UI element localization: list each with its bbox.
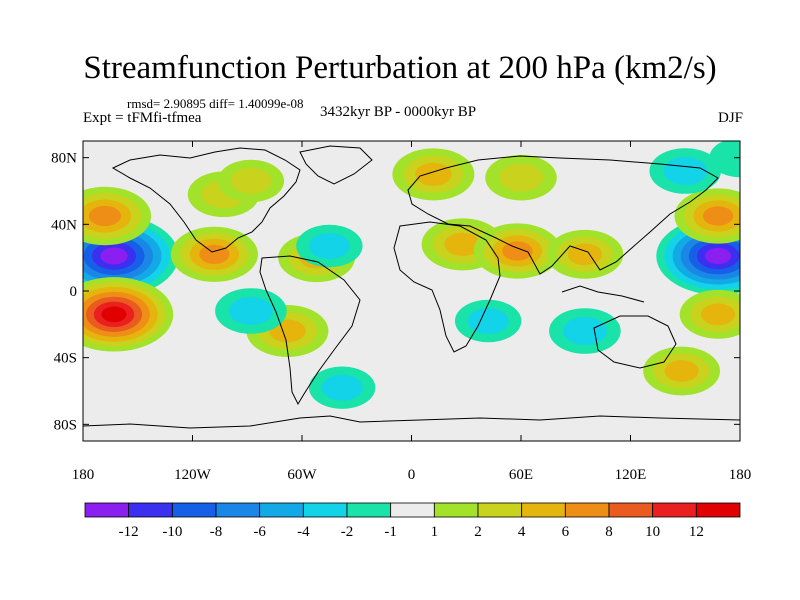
period-label: 3432kyr BP - 0000kyr BP xyxy=(320,104,477,120)
lon-label: 120W xyxy=(174,467,212,483)
colorbar-swatch xyxy=(477,502,523,518)
coastlines xyxy=(83,145,740,429)
colorbar-swatch xyxy=(84,502,130,518)
anomaly-center xyxy=(83,277,174,352)
contour-band xyxy=(502,241,533,261)
anomaly-center xyxy=(473,223,561,279)
contour-band xyxy=(101,306,127,323)
experiment-label: Expt = tFMfi-tfmea xyxy=(83,110,202,126)
lon-label: 60E xyxy=(509,467,533,483)
colorbar-label: 10 xyxy=(645,524,660,540)
coastline-north-america xyxy=(111,147,301,253)
coastline-antarctica xyxy=(83,415,740,429)
colorbar: -12 -10 -8 -6 -4 -2 -1 1 2 4 6 8 10 12 xyxy=(84,502,741,540)
map-title: Streamfunction Perturbation at 200 hPa (… xyxy=(83,50,717,86)
lon-label: 60W xyxy=(287,467,317,483)
anomaly-center xyxy=(454,299,522,343)
colorbar-swatch xyxy=(695,502,741,518)
anomaly-center xyxy=(83,186,152,246)
anomaly-center xyxy=(308,366,376,409)
colorbar-swatch xyxy=(608,502,654,518)
anomaly-center xyxy=(709,141,740,178)
colorbar-swatch xyxy=(128,502,173,518)
anomaly-center xyxy=(217,159,285,203)
anomaly-center xyxy=(649,148,722,194)
contour-band xyxy=(701,303,736,326)
anomaly-center xyxy=(674,188,740,244)
colorbar-label: -8 xyxy=(210,524,223,540)
lon-label: 180 xyxy=(729,467,752,483)
anomaly-center xyxy=(643,346,720,396)
contour-band xyxy=(228,296,273,326)
coastline-eurasia xyxy=(407,155,719,275)
colorbar-swatch xyxy=(259,502,304,518)
colorbar-swatch xyxy=(346,502,392,518)
contour-band xyxy=(415,162,452,186)
lon-label: 120E xyxy=(615,467,647,483)
coastline-africa xyxy=(393,221,501,353)
stats-text: rmsd= 2.90895 diff= 1.40099e-08 xyxy=(127,96,304,111)
colorbar-label: 1 xyxy=(431,524,439,540)
contour-band xyxy=(498,163,544,192)
colorbar-label: 8 xyxy=(605,524,613,540)
lat-label: 40N xyxy=(51,217,77,233)
coastline-australia xyxy=(593,315,677,369)
coastline-south-america xyxy=(259,255,361,406)
anomaly-center xyxy=(679,289,740,339)
contour-band xyxy=(562,316,607,346)
colorbar-swatch xyxy=(652,502,697,518)
colorbar-swatch xyxy=(215,502,261,518)
contour-band xyxy=(230,167,272,195)
lat-label: 80N xyxy=(51,151,77,167)
colorbar-swatch xyxy=(564,502,610,518)
contour-band xyxy=(664,360,699,382)
colorbar-label: 4 xyxy=(518,524,526,540)
colorbar-swatch xyxy=(433,502,479,518)
contour-band xyxy=(100,247,128,265)
colorbar-label: -1 xyxy=(384,524,397,540)
anomaly-center xyxy=(215,288,287,334)
colorbar-swatch xyxy=(390,502,435,518)
coastline-greenland xyxy=(299,145,373,185)
anomaly-field xyxy=(83,141,740,409)
anomaly-center xyxy=(485,154,557,201)
colorbar-label: -4 xyxy=(297,524,310,540)
lat-label: 40S xyxy=(54,351,77,367)
coastline-indonesia xyxy=(561,285,645,303)
anomaly-center xyxy=(549,308,621,354)
contour-band xyxy=(88,205,121,227)
anomaly-center xyxy=(546,229,624,279)
colorbar-label: 6 xyxy=(562,524,570,540)
colorbar-swatch xyxy=(302,502,348,518)
colorbar-label: 12 xyxy=(689,524,704,540)
colorbar-label: -10 xyxy=(162,524,182,540)
contour-band xyxy=(467,307,509,335)
colorbar-label: -6 xyxy=(253,524,266,540)
contour-band xyxy=(199,244,230,264)
axes: 80N 40N 0 40S 80S 180 120W 60W 0 60E 120E 180 xyxy=(51,141,751,483)
contour-band xyxy=(709,141,740,178)
season-label: DJF xyxy=(717,110,743,126)
anomaly-center xyxy=(392,148,475,201)
lat-label: 0 xyxy=(70,284,78,300)
colorbar-label: -2 xyxy=(341,524,354,540)
contour-band xyxy=(308,232,350,260)
contour-band xyxy=(321,374,363,401)
contour-band xyxy=(705,247,732,265)
anomaly-center xyxy=(296,224,363,268)
lon-label: 0 xyxy=(408,467,416,483)
lat-label: 80S xyxy=(54,417,77,433)
contour-band xyxy=(444,232,481,256)
colorbar-label: -12 xyxy=(119,524,139,540)
colorbar-swatch xyxy=(521,502,566,518)
colorbar-swatch xyxy=(171,502,217,518)
contour-band xyxy=(663,156,708,186)
colorbar-label: 2 xyxy=(474,524,482,540)
lon-label: 180 xyxy=(72,467,95,483)
contour-band xyxy=(702,206,734,226)
